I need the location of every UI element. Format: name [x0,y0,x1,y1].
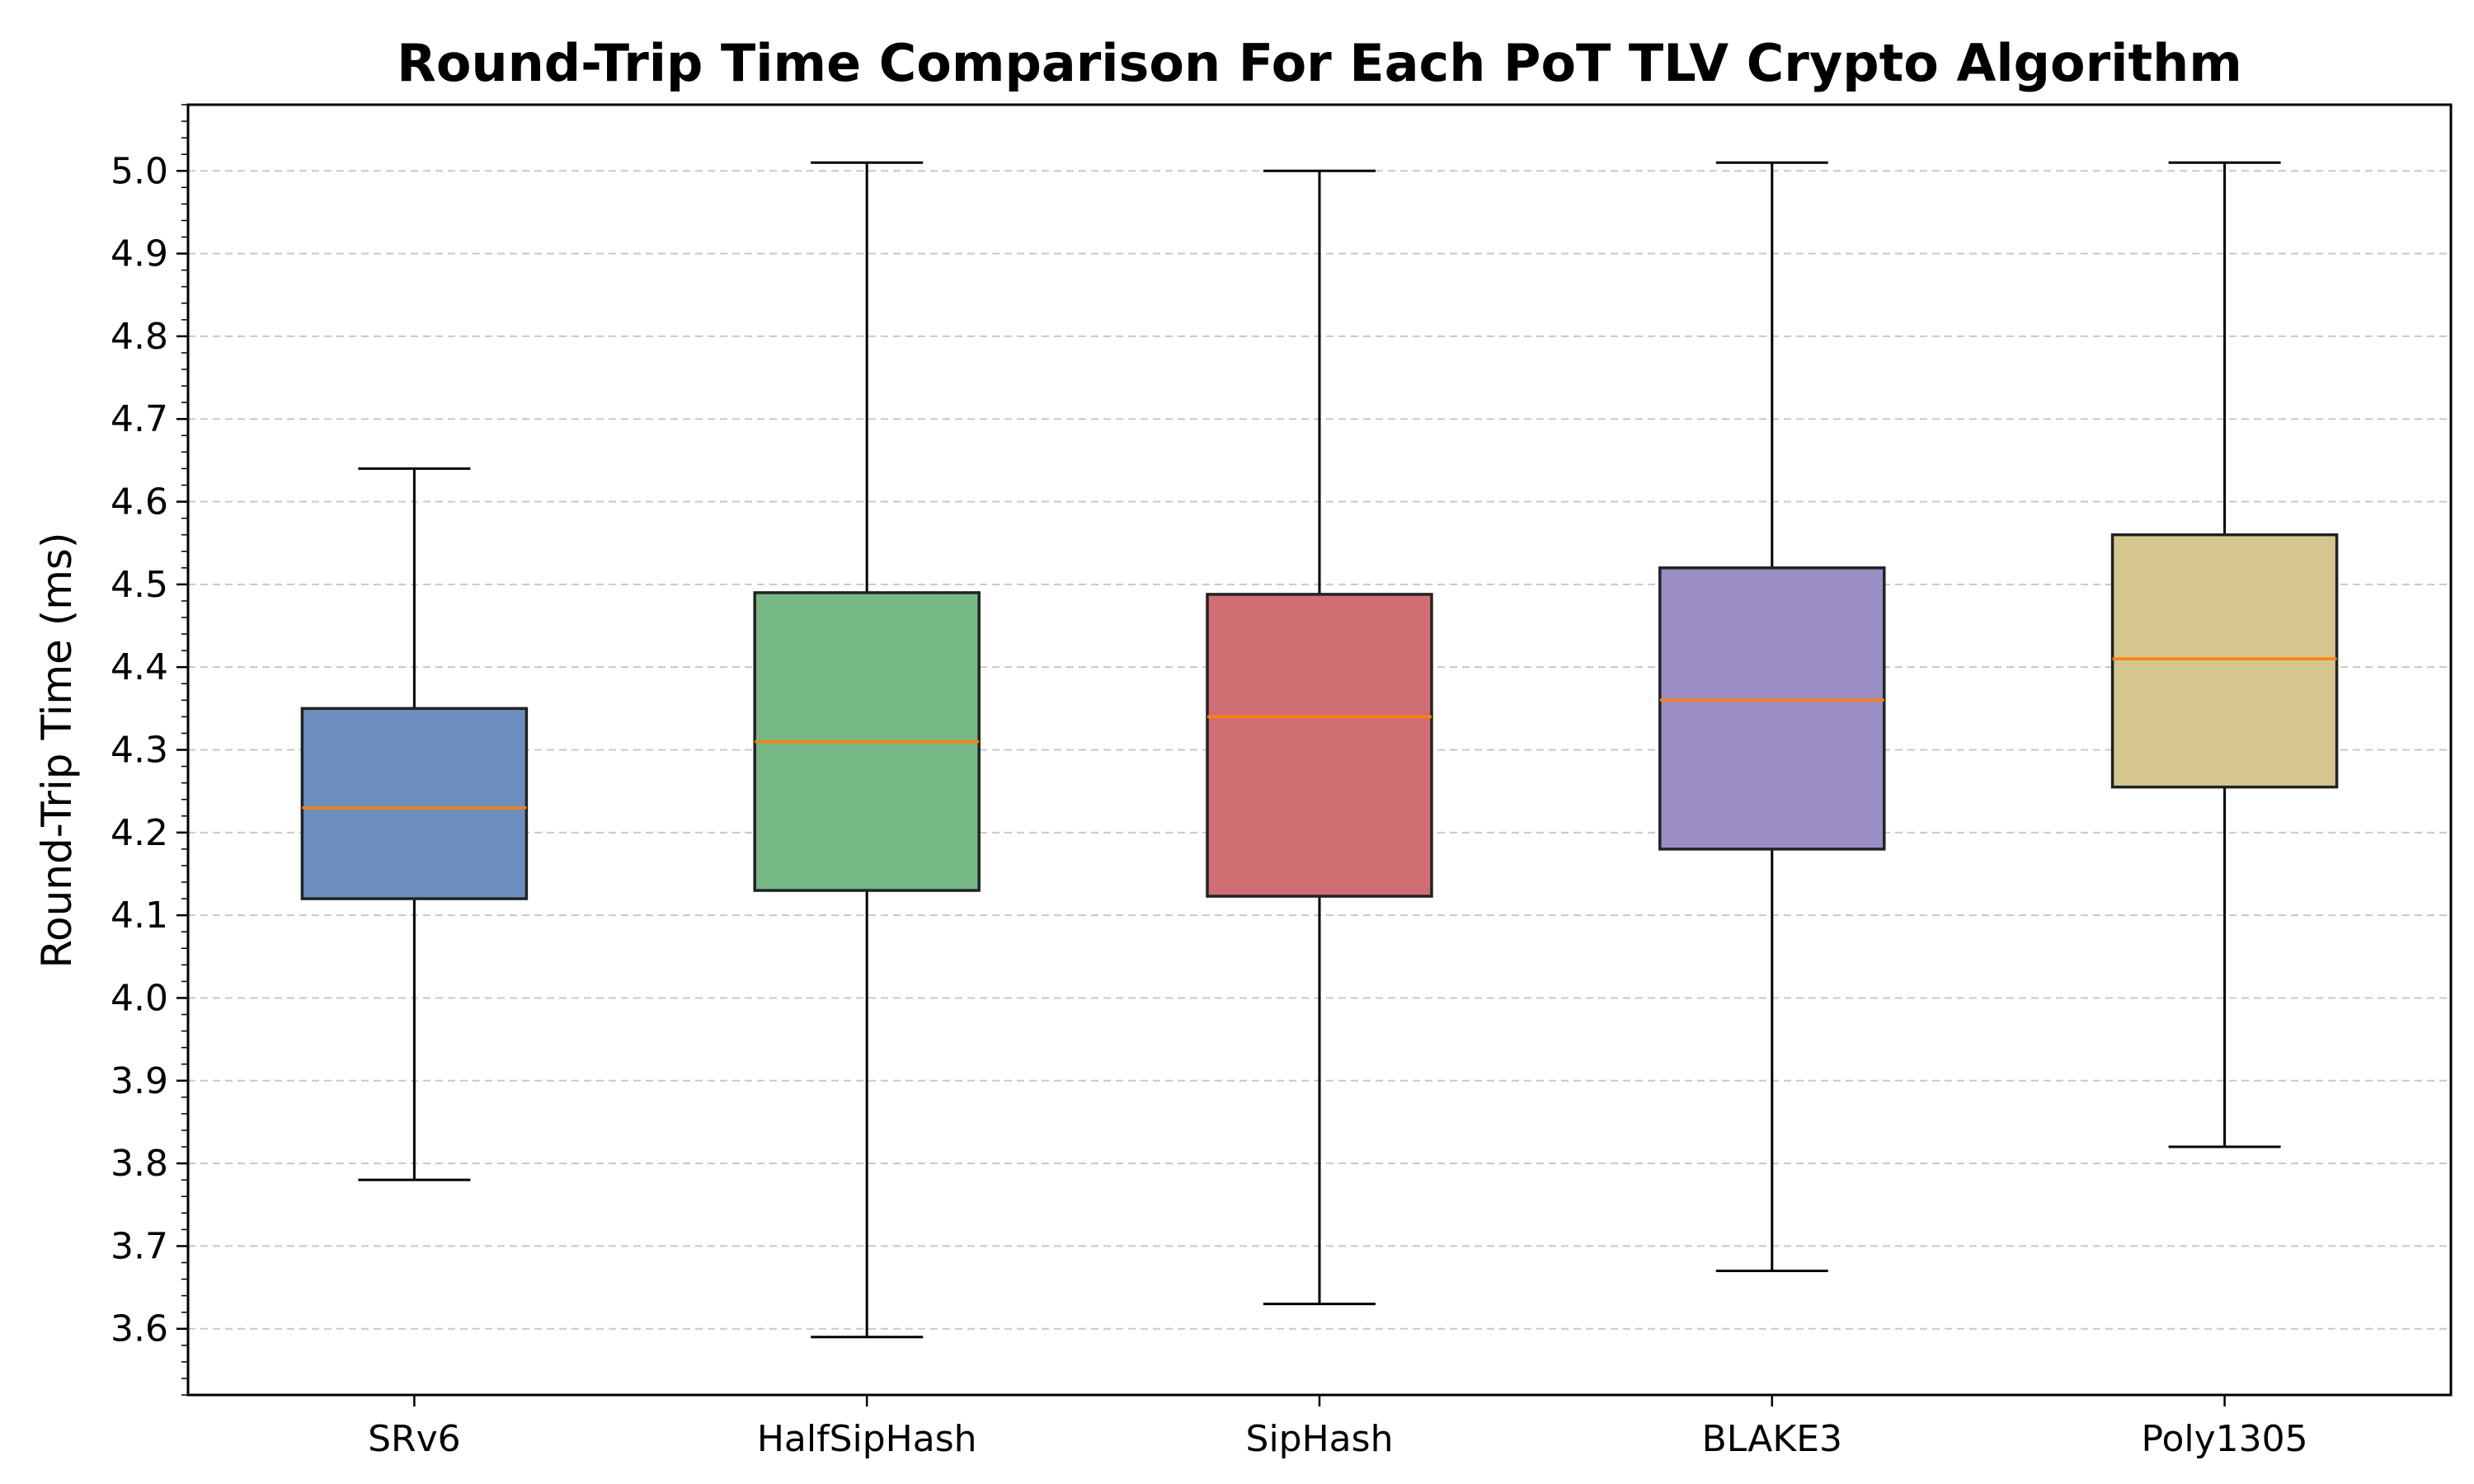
y-tick-label: 4.0 [111,977,168,1019]
y-tick-label: 4.4 [111,646,168,688]
plot-frame [186,103,2453,1397]
y-axis-label: Round-Trip Time (ms) [33,533,81,969]
y-tick-label: 4.6 [111,481,168,524]
box-srv6 [300,707,529,900]
box-siphash [1206,593,1433,898]
y-tick-label: 4.9 [111,233,168,275]
x-tick-label: HalfSipHash [757,1418,977,1460]
axis-layer: 3.6 3.7 3.8 3.9 4.0 4.1 4.2 4.3 4.4 4.5 4.6 4.7 4.8 4… [111,104,2308,1460]
y-tick-label: 4.8 [111,316,168,358]
y-tick-label: 3.9 [111,1060,168,1102]
chart-title: Round-Trip Time Comparison For Each PoT … [397,33,2242,93]
x-tick-label: SRv6 [368,1418,461,1460]
box-blake3 [1658,566,1886,851]
y-tick-label: 5.0 [111,150,168,192]
y-tick-label: 4.5 [111,564,168,606]
x-tick-label: SipHash [1246,1418,1394,1460]
box-poly1305 [2110,533,2339,789]
x-tick-label: BLAKE3 [1702,1418,1842,1460]
y-tick-label: 3.8 [111,1143,168,1185]
y-tick-label: 4.2 [111,812,168,854]
y-tick-label: 4.7 [111,398,168,440]
y-tick-label: 4.1 [111,895,168,937]
box-layer [300,161,2339,1339]
y-tick-label: 3.6 [111,1308,168,1350]
x-tick-label: Poly1305 [2142,1418,2308,1460]
y-tick-label: 4.3 [111,730,168,772]
y-tick-label: 3.7 [111,1225,168,1267]
